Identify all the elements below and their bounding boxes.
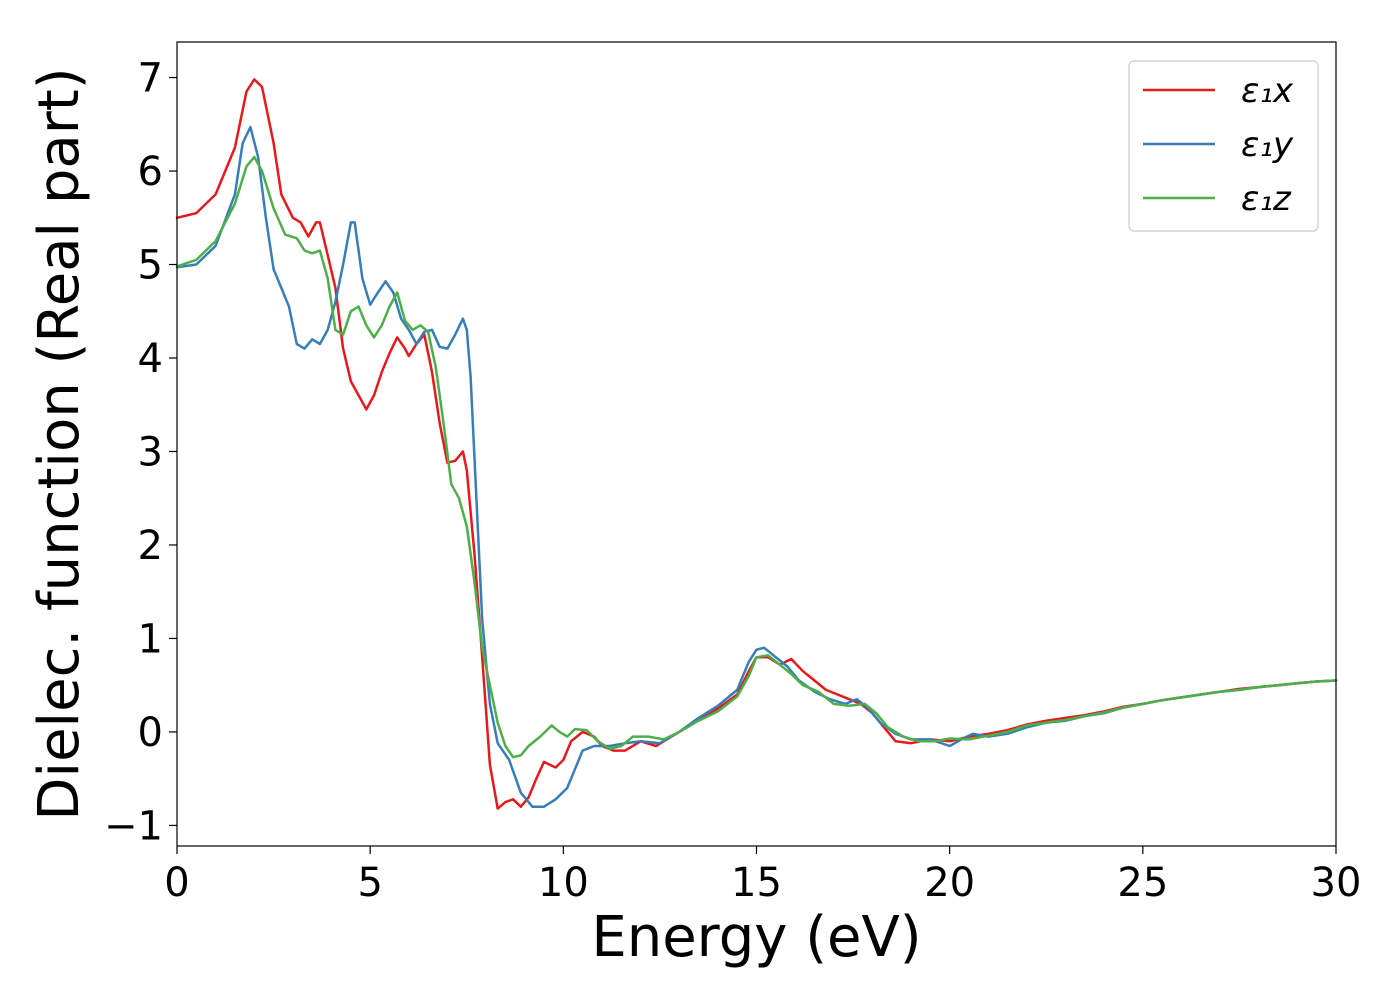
- y-axis: −1 0 1 2 3 4 5 6 7: [104, 56, 177, 849]
- y-axis-label: Dielec. function (Real part): [27, 67, 92, 820]
- y-tick-label: 3: [138, 429, 163, 475]
- y-tick-label: 4: [138, 336, 163, 382]
- x-axis: 0 5 10 15 20 25 30: [164, 846, 1361, 906]
- y-tick-label: 6: [138, 149, 163, 195]
- y-tick-label: 7: [138, 56, 163, 102]
- x-tick-label: 0: [164, 860, 189, 906]
- series-line-3: [175, 155, 1338, 759]
- legend-box: [1128, 60, 1319, 232]
- x-tick-label: 10: [538, 860, 589, 906]
- x-axis-label: Energy (eV): [591, 905, 921, 970]
- legend-label: ε₁z: [1241, 179, 1292, 219]
- legend-label: ε₁y: [1241, 125, 1294, 165]
- x-tick-label: 5: [357, 860, 382, 906]
- legend-label: ε₁x: [1241, 71, 1294, 111]
- y-tick-label: 5: [138, 243, 163, 289]
- y-tick-label: 0: [138, 710, 163, 756]
- x-tick-label: 15: [731, 860, 782, 906]
- x-tick-label: 25: [1117, 860, 1168, 906]
- y-tick-label: 2: [138, 523, 163, 569]
- legend: ε₁x ε₁y ε₁z: [1128, 60, 1319, 232]
- x-tick-label: 20: [924, 860, 975, 906]
- series-layer: [175, 78, 1338, 810]
- y-tick-label: −1: [104, 803, 163, 849]
- y-tick-label: 1: [138, 616, 163, 662]
- x-tick-label: 30: [1311, 860, 1362, 906]
